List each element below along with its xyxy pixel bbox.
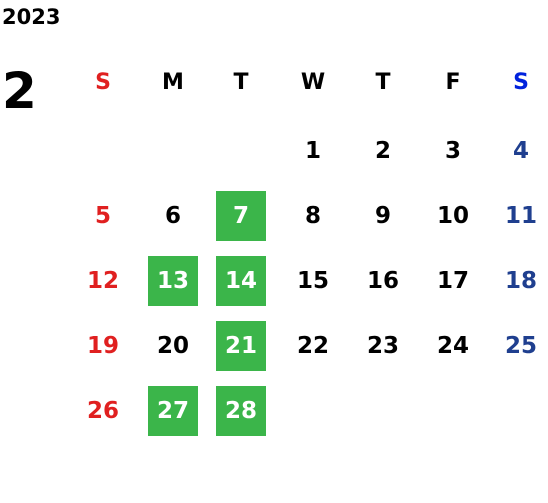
day: 1 — [304, 138, 321, 164]
day: 12 — [86, 268, 119, 294]
year: 2023 — [2, 5, 61, 29]
day: 10 — [436, 203, 469, 229]
highlighted-day: 14 — [216, 256, 266, 306]
day: 26 — [86, 398, 119, 424]
highlighted-day: 28 — [216, 386, 266, 436]
month: 2 — [2, 62, 37, 120]
weekday-header: S — [95, 69, 111, 95]
day: 24 — [436, 333, 469, 359]
highlighted-day: 7 — [216, 191, 266, 241]
weekday-header: S — [513, 69, 529, 95]
weekday-header: W — [300, 69, 326, 95]
day: 11 — [504, 203, 537, 229]
highlighted-day: 27 — [148, 386, 198, 436]
weekday-header: T — [233, 69, 249, 95]
weekday-header: F — [445, 69, 461, 95]
day: 6 — [164, 203, 181, 229]
highlighted-day: 21 — [216, 321, 266, 371]
day: 23 — [366, 333, 399, 359]
highlighted-day: 13 — [148, 256, 198, 306]
day: 3 — [444, 138, 461, 164]
day: 5 — [94, 203, 111, 229]
day: 19 — [86, 333, 119, 359]
day: 25 — [504, 333, 537, 359]
weekday-header: M — [162, 69, 184, 95]
day: 8 — [304, 203, 321, 229]
day: 2 — [374, 138, 391, 164]
day: 18 — [504, 268, 537, 294]
weekday-header: T — [375, 69, 391, 95]
day: 9 — [374, 203, 391, 229]
day: 22 — [296, 333, 329, 359]
day: 15 — [296, 268, 329, 294]
day: 16 — [366, 268, 399, 294]
day: 20 — [156, 333, 189, 359]
day: 4 — [512, 138, 529, 164]
day: 17 — [436, 268, 469, 294]
